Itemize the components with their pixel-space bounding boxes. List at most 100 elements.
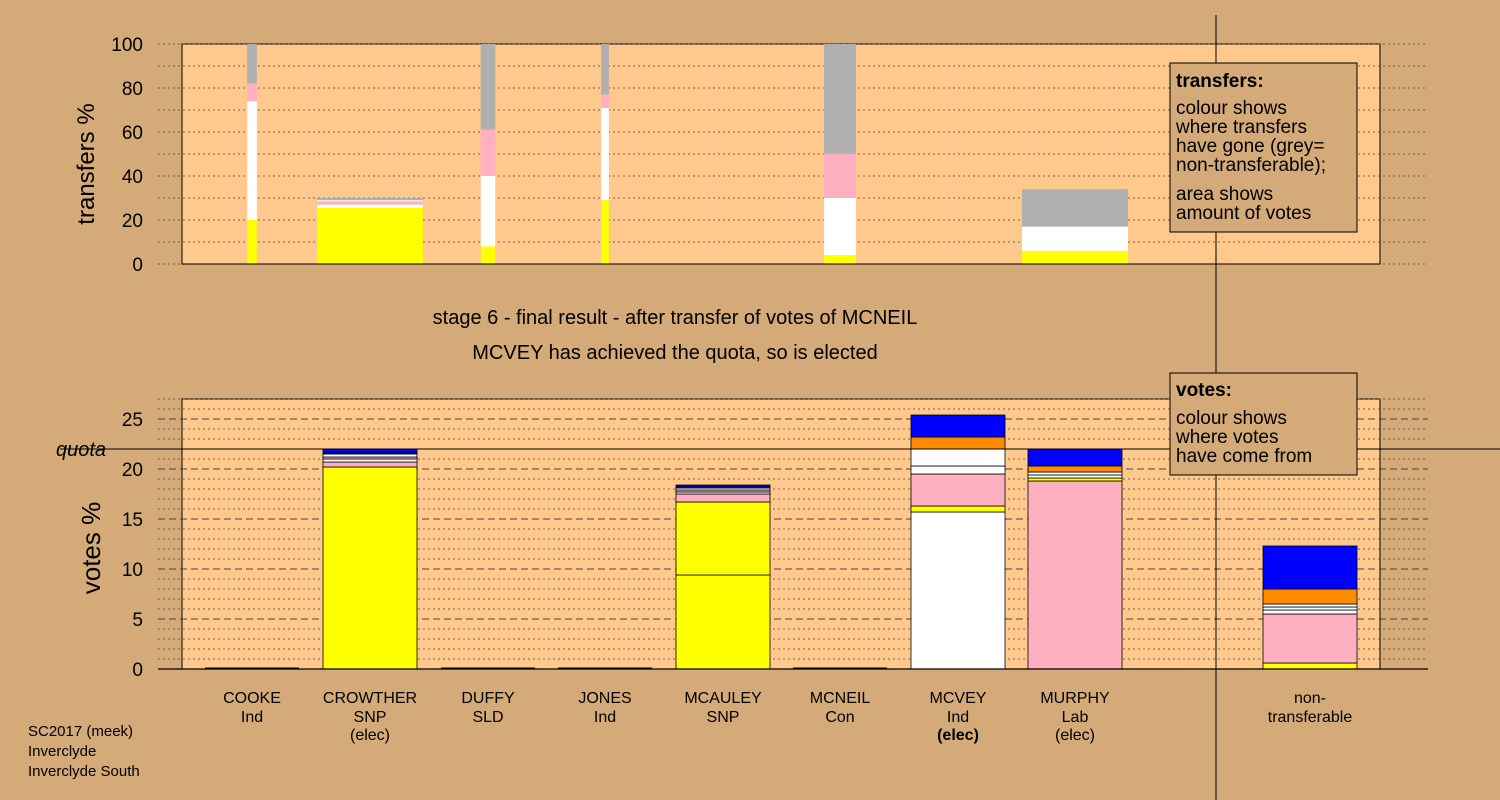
vote-segment <box>1262 545 1358 590</box>
candidate-party-label: SLD <box>472 709 503 726</box>
vote-segment <box>910 473 1006 507</box>
footer-line: Inverclyde South <box>28 763 140 780</box>
vote-segment <box>675 484 771 488</box>
transfers-y-tick-label: 60 <box>122 123 143 144</box>
transfer-segment <box>601 200 609 264</box>
transfer-segment <box>1021 189 1129 227</box>
candidate-party-label: Ind <box>241 709 263 726</box>
transfer-segment <box>601 44 609 95</box>
vote-segment <box>1027 480 1123 670</box>
transfers-y-tick-label: 0 <box>132 255 143 276</box>
vote-segment <box>1027 471 1123 476</box>
transfer-segment <box>1021 250 1129 264</box>
transfer-segment <box>480 246 496 264</box>
transfers-y-tick-label: 20 <box>122 211 143 232</box>
votes-legend-box <box>1169 372 1358 476</box>
vote-segment <box>675 493 771 503</box>
candidate-name-label: MCNEIL <box>810 690 871 707</box>
vote-segment <box>322 466 418 670</box>
vote-segment <box>910 448 1006 467</box>
vote-segment <box>1262 662 1358 670</box>
transfer-segment <box>316 200 424 202</box>
transfer-segment <box>601 107 609 201</box>
footer: SC2017 (meek) Inverclyde Inverclyde Sout… <box>28 723 140 780</box>
vote-segment <box>1262 606 1358 611</box>
transfer-segment <box>824 255 856 264</box>
transfers-y-tick-label: 40 <box>122 167 143 188</box>
transfer-segment <box>480 176 496 247</box>
vote-segment <box>1262 613 1358 664</box>
vote-segment <box>1027 474 1123 479</box>
votes-y-tick-label: 25 <box>122 410 143 431</box>
candidate-name-label: MURPHY <box>1040 690 1110 707</box>
transfer-segment <box>1021 226 1129 251</box>
transfers-y-tick-label: 80 <box>122 79 143 100</box>
vote-segment <box>910 505 1006 513</box>
transfers-legend-line: amount of votes <box>1176 203 1311 224</box>
vote-segment <box>910 465 1006 475</box>
candidate-status-label: (elec) <box>350 727 390 744</box>
vote-segment <box>1262 603 1358 608</box>
transfer-segment <box>247 101 257 220</box>
votes-legend-line: colour shows <box>1176 408 1287 429</box>
vote-segment <box>1027 477 1123 482</box>
footer-line: SC2017 (meek) <box>28 723 133 740</box>
candidate-name-label: JONES <box>578 690 631 707</box>
vote-segment <box>322 461 418 468</box>
transfers-legend-line: area shows <box>1176 184 1273 205</box>
candidate-status-label: (elec) <box>1055 727 1095 744</box>
votes-plot: 0 5 10 15 20 25 votes % quota COOKE Ind CROWTHER SN… <box>56 398 1500 744</box>
transfer-segment <box>247 44 257 84</box>
transfers-legend-box <box>1169 62 1358 233</box>
transfer-segment <box>480 44 496 130</box>
quota-label: quota <box>56 439 106 461</box>
votes-y-tick-label: 20 <box>122 460 143 481</box>
transfer-segment <box>316 204 424 208</box>
transfer-segment <box>824 44 856 154</box>
transfers-y-tick-label: 100 <box>111 35 143 56</box>
transfers-legend-line: where transfers <box>1175 117 1307 138</box>
votes-legend-line: have come from <box>1176 446 1312 467</box>
candidate-party-label: Ind <box>594 709 616 726</box>
transfer-segment <box>601 94 609 108</box>
vote-segment <box>322 453 418 458</box>
votes-legend-line: where votes <box>1175 427 1278 448</box>
vote-segment <box>675 574 771 670</box>
transfers-y-axis-label: transfers % <box>73 103 100 224</box>
votes-y-tick-label: 15 <box>122 510 143 531</box>
votes-legend-title: votes: <box>1176 380 1232 401</box>
vote-segment <box>1027 448 1123 467</box>
candidate-name-label: DUFFY <box>461 690 515 707</box>
vote-segment <box>1262 588 1358 605</box>
footer-line: Inverclyde <box>28 743 96 760</box>
votes-y-tick-label: 5 <box>132 610 143 631</box>
vote-segment <box>322 448 418 454</box>
vote-segment <box>910 436 1006 450</box>
vote-segment <box>322 458 418 463</box>
candidate-name-label: COOKE <box>223 690 281 707</box>
candidate-status-label: (elec) <box>937 727 979 744</box>
candidate-name-label: MCAULEY <box>684 690 762 707</box>
candidate-party-label: SNP <box>354 709 387 726</box>
votes-legend: votes: colour shows where votes have com… <box>1169 372 1358 476</box>
vote-segment <box>1262 609 1358 615</box>
candidate-party-label: SNP <box>707 709 740 726</box>
candidate-name-label: non- <box>1294 690 1326 707</box>
transfer-segment <box>824 198 856 256</box>
transfer-segment <box>316 198 424 201</box>
votes-y-tick-label: 10 <box>122 560 143 581</box>
transfers-legend-line: have gone (grey= <box>1176 136 1324 157</box>
transfers-legend-line: colour shows <box>1176 98 1287 119</box>
transfer-segment <box>316 207 424 264</box>
transfer-segment <box>247 83 257 102</box>
vote-segment <box>910 511 1006 670</box>
transfers-legend-line: non-transferable); <box>1176 155 1326 176</box>
candidate-party-label: Ind <box>947 709 969 726</box>
vote-segment <box>675 501 771 576</box>
candidate-party-label: Con <box>825 709 854 726</box>
votes-y-axis-label: votes % <box>76 502 106 595</box>
vote-segment <box>910 414 1006 438</box>
transfer-segment <box>316 201 424 205</box>
candidate-party-label: transferable <box>1268 709 1353 726</box>
